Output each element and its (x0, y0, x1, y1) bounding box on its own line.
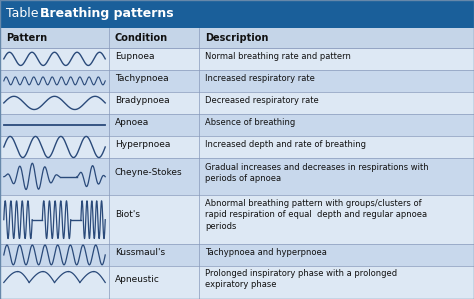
FancyBboxPatch shape (0, 136, 474, 158)
Text: Condition: Condition (115, 33, 168, 43)
FancyBboxPatch shape (0, 196, 474, 244)
Text: Hyperpnoea: Hyperpnoea (115, 140, 170, 149)
FancyBboxPatch shape (0, 244, 474, 266)
Text: Cheyne-Stokes: Cheyne-Stokes (115, 168, 182, 178)
FancyBboxPatch shape (0, 92, 474, 114)
Text: Tachypnoea: Tachypnoea (115, 74, 168, 83)
Text: Breathing patterns: Breathing patterns (40, 7, 174, 20)
FancyBboxPatch shape (0, 0, 474, 28)
FancyBboxPatch shape (0, 114, 474, 136)
Text: Apnoea: Apnoea (115, 118, 149, 127)
Text: Prolonged inspiratory phase with a prolonged
expiratory phase: Prolonged inspiratory phase with a prolo… (205, 269, 397, 289)
FancyBboxPatch shape (0, 70, 474, 92)
Text: Abnormal breathing pattern with groups/clusters of
rapid respiration of equal  d: Abnormal breathing pattern with groups/c… (205, 199, 427, 231)
Text: Decreased respiratory rate: Decreased respiratory rate (205, 96, 319, 105)
Text: Table 1.: Table 1. (6, 7, 58, 20)
Text: Biot's: Biot's (115, 210, 140, 219)
Text: Increased respiratory rate: Increased respiratory rate (205, 74, 315, 83)
Text: Normal breathing rate and pattern: Normal breathing rate and pattern (205, 52, 351, 61)
Text: Gradual increases and decreases in respirations with
periods of apnoea: Gradual increases and decreases in respi… (205, 163, 428, 183)
Text: Bradypnoea: Bradypnoea (115, 96, 169, 105)
Text: Apneustic: Apneustic (115, 275, 160, 284)
Text: Absence of breathing: Absence of breathing (205, 118, 295, 127)
Text: Tachypnoea and hyperpnoea: Tachypnoea and hyperpnoea (205, 248, 327, 257)
Text: Increased depth and rate of breathing: Increased depth and rate of breathing (205, 140, 366, 149)
FancyBboxPatch shape (0, 266, 474, 299)
FancyBboxPatch shape (0, 28, 474, 48)
Text: Eupnoea: Eupnoea (115, 52, 154, 61)
FancyBboxPatch shape (0, 158, 474, 196)
Text: Pattern: Pattern (6, 33, 47, 43)
Text: Kussmaul's: Kussmaul's (115, 248, 165, 257)
Text: Description: Description (205, 33, 268, 43)
FancyBboxPatch shape (0, 48, 474, 70)
